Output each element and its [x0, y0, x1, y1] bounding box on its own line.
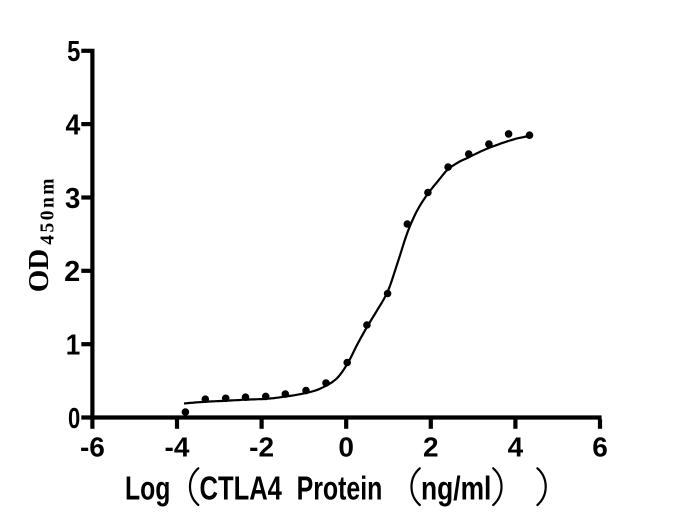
svg-text:6: 6 — [592, 432, 608, 463]
svg-text:5: 5 — [67, 35, 80, 68]
svg-text:3: 3 — [65, 181, 80, 214]
svg-text:4: 4 — [65, 108, 80, 140]
svg-text:0: 0 — [338, 432, 354, 463]
svg-text:2: 2 — [423, 432, 439, 463]
svg-text:ng/ml: ng/ml — [421, 471, 491, 507]
svg-text:2: 2 — [64, 256, 80, 288]
svg-text:-6: -6 — [80, 432, 105, 463]
svg-text:-2: -2 — [249, 432, 274, 463]
svg-text:-4: -4 — [165, 432, 190, 463]
svg-text:Log: Log — [125, 471, 170, 507]
svg-text:0: 0 — [68, 403, 80, 435]
svg-text:4: 4 — [508, 432, 524, 463]
svg-text:1: 1 — [66, 328, 81, 361]
svg-text:CTLA4: CTLA4 — [200, 470, 283, 507]
svg-text:Protein: Protein — [297, 471, 383, 507]
